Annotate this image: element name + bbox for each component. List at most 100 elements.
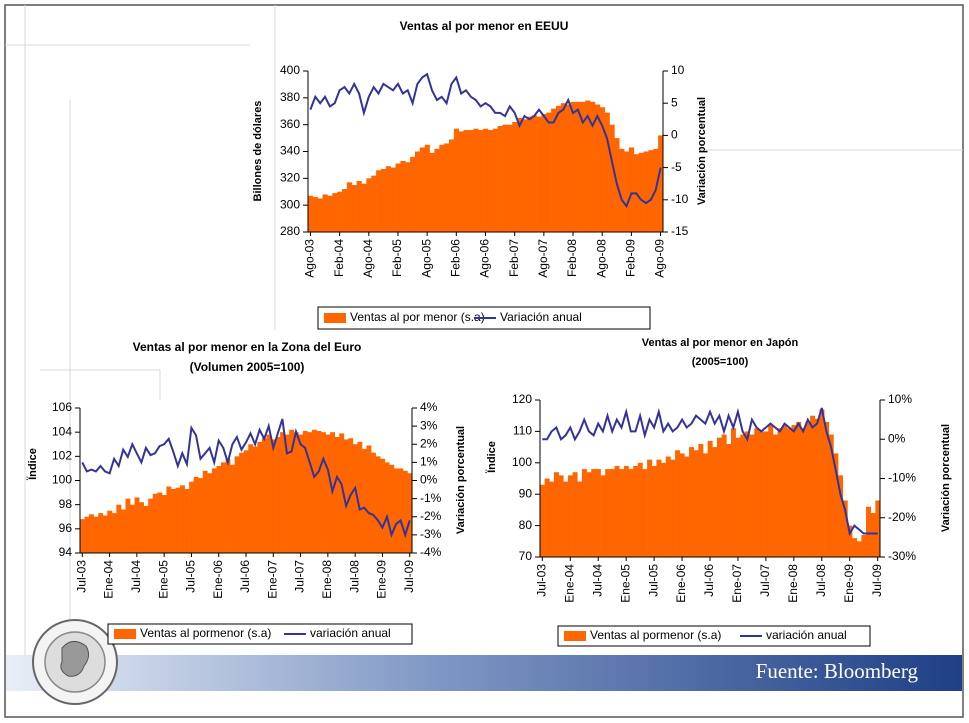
x-tick-label: Ene-09 [842, 564, 856, 603]
x-tick-label: Jul-05 [184, 560, 198, 593]
bar [553, 472, 559, 557]
x-tick-label: Ene-05 [618, 564, 632, 603]
bar [434, 148, 440, 232]
bar [526, 116, 532, 232]
bar [307, 432, 313, 553]
x-tick-label: Ene-08 [786, 564, 800, 603]
y-tick-label: 100 [512, 455, 532, 469]
bar [633, 465, 639, 557]
bar [556, 105, 562, 232]
bar [473, 128, 479, 232]
x-tick-label: Jul-08 [814, 564, 828, 597]
bar [847, 525, 853, 557]
chart-title: Ventas al por menor en Japón [642, 337, 799, 349]
bar [703, 453, 708, 557]
y2-tick-label: -3% [420, 527, 442, 541]
bar [517, 117, 523, 232]
bar [623, 465, 629, 557]
y2-tick-label: -10% [888, 471, 916, 485]
bar [875, 500, 881, 557]
y2-tick-label: 4% [420, 400, 438, 414]
bar [361, 449, 367, 553]
bar [424, 144, 430, 232]
bar [599, 107, 605, 232]
bar [332, 193, 338, 232]
chart-subtitle: (2005=100) [692, 356, 749, 368]
bar [786, 428, 792, 557]
bar [327, 195, 333, 232]
bar [120, 509, 126, 553]
bar [852, 538, 858, 557]
x-tick-label: Ene-06 [674, 564, 688, 603]
bar [782, 425, 788, 557]
bar [838, 475, 844, 557]
legend-box [107, 623, 413, 645]
x-tick-label: Feb-07 [507, 239, 521, 277]
x-tick-label: Ago-05 [419, 239, 433, 278]
bar [870, 513, 876, 557]
x-tick-label: Ene-07 [265, 560, 279, 599]
bar [414, 151, 421, 232]
bar [647, 459, 653, 557]
logo [32, 619, 118, 705]
y-tick-label: 110 [513, 424, 532, 438]
bar [749, 434, 755, 557]
bar [772, 434, 778, 557]
bar [800, 428, 806, 557]
y2-tick-label: 0% [888, 431, 906, 445]
bar [609, 124, 615, 232]
bar [563, 481, 569, 557]
bar [252, 446, 258, 553]
bar [371, 175, 377, 232]
bar [257, 441, 263, 553]
legend-label: variación anual [310, 626, 391, 640]
footer-band [6, 655, 962, 691]
bar [107, 510, 113, 553]
legend-label: Ventas al pormenor (s.a) [140, 626, 271, 640]
bar [763, 431, 769, 557]
bar [371, 452, 376, 553]
y2-tick-label: 10% [888, 392, 912, 406]
x-tick-label: Jul-09 [402, 560, 416, 593]
bar [638, 152, 644, 232]
line [81, 418, 411, 539]
bar [139, 502, 144, 553]
bar [334, 437, 340, 553]
bar [575, 101, 581, 232]
bar [577, 481, 583, 557]
x-tick-label: Feb-05 [390, 239, 404, 277]
bar [376, 170, 382, 232]
bar [560, 103, 567, 232]
bar [389, 464, 395, 553]
background-lines [5, 5, 963, 655]
bar [536, 116, 542, 232]
x-tick-label: Jul-06 [238, 560, 252, 593]
bar [385, 166, 391, 232]
bar [230, 464, 235, 553]
bar [321, 432, 326, 553]
x-tick-label: Jul-06 [702, 564, 716, 597]
bar [207, 473, 213, 553]
bar [280, 432, 285, 553]
bar [624, 151, 630, 232]
bar [684, 456, 690, 557]
y2-tick-label: 1% [420, 455, 438, 469]
bar [551, 108, 557, 232]
bar [586, 472, 592, 557]
bar [828, 434, 834, 557]
bar [239, 452, 245, 553]
y-tick-label: 300 [280, 197, 300, 211]
x-tick-label: Ene-07 [730, 564, 744, 603]
bar [628, 469, 634, 557]
bar [342, 189, 348, 232]
y-tick-label: 360 [280, 117, 300, 131]
bar [419, 147, 426, 232]
y-tick-label: 80 [519, 518, 533, 532]
x-tick-label: Ago-03 [303, 239, 317, 278]
y2-tick-label: 0% [420, 473, 438, 487]
y-tick-label: 96 [59, 521, 73, 535]
bar [796, 421, 802, 557]
bar [483, 128, 489, 232]
bar [337, 191, 343, 232]
bar [407, 473, 413, 553]
